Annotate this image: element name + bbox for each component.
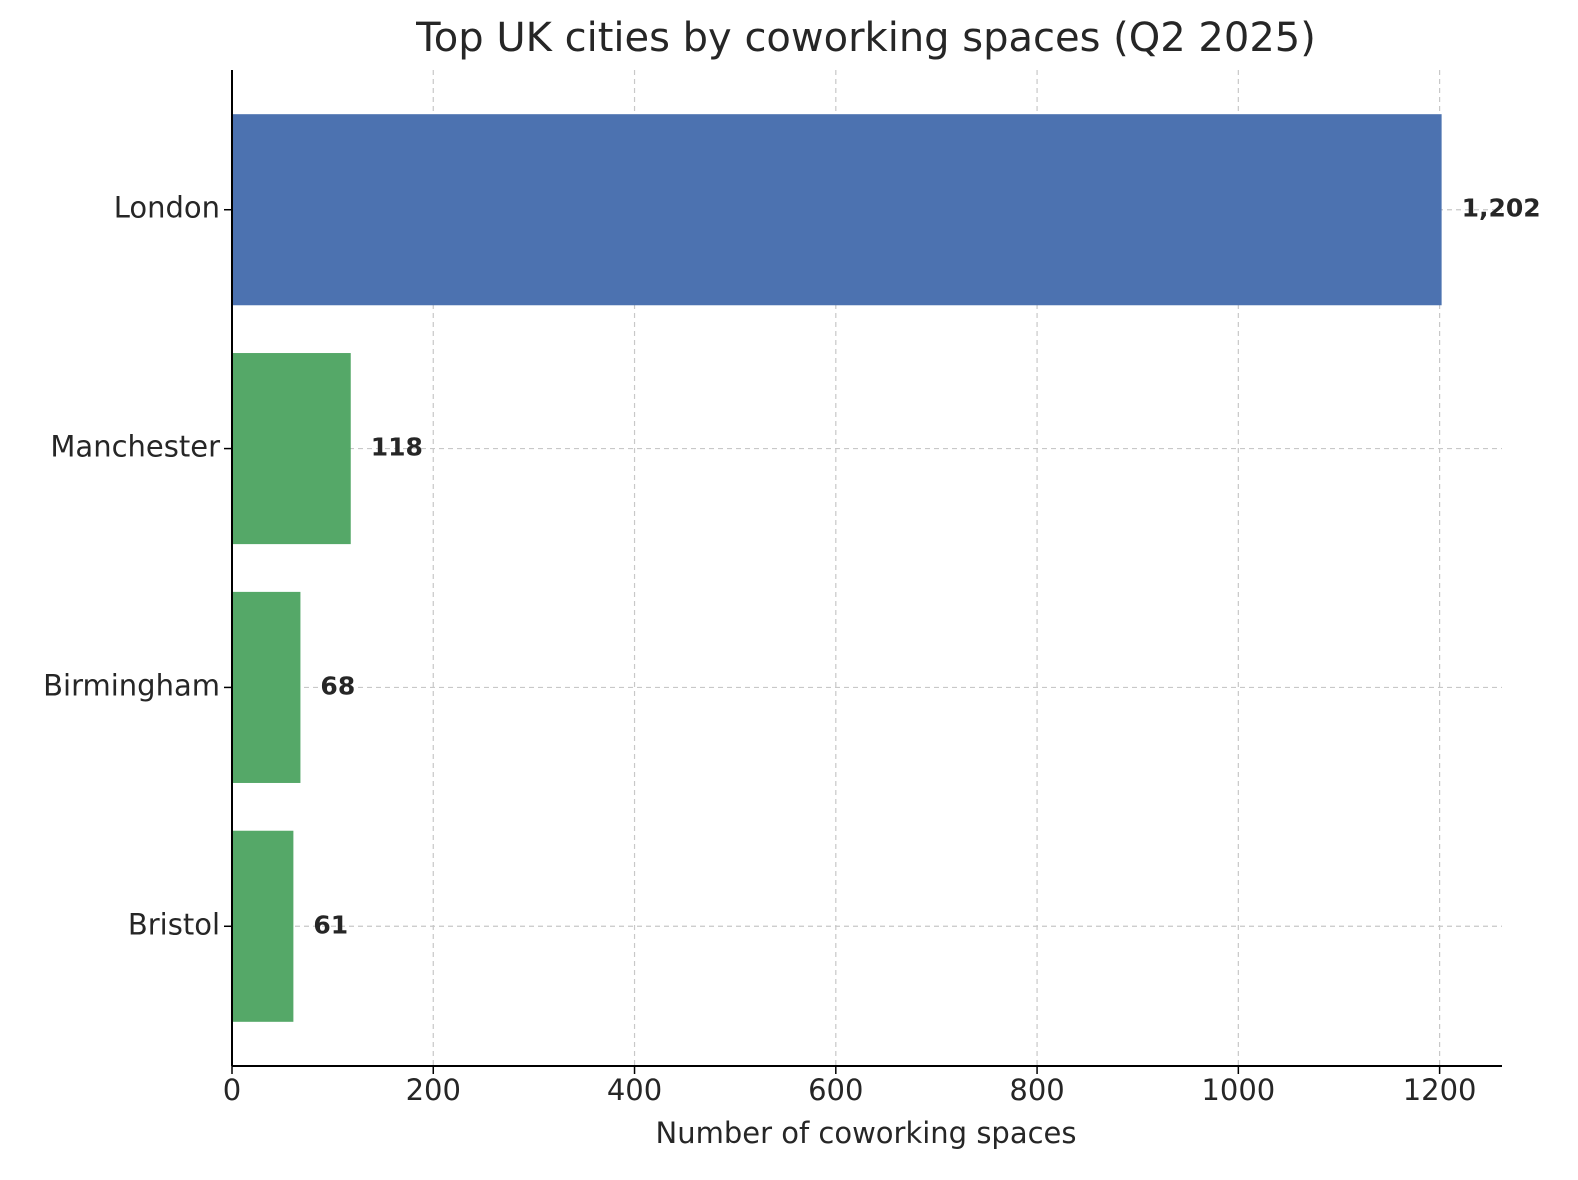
x-tick-label: 600	[808, 1073, 863, 1107]
value-label: 1,202	[1462, 194, 1541, 223]
y-tick-label: London	[114, 191, 220, 225]
x-tick-label: 200	[406, 1073, 461, 1107]
x-tick-label: 1200	[1403, 1073, 1477, 1107]
bar	[232, 591, 301, 783]
x-axis-label: Number of coworking spaces	[656, 1116, 1077, 1150]
y-tick-label: Manchester	[50, 430, 220, 464]
chart-title: Top UK cities by coworking spaces (Q2 20…	[415, 15, 1316, 61]
value-label: 61	[313, 910, 348, 939]
bar	[232, 830, 294, 1022]
y-tick-label: Birmingham	[43, 668, 220, 702]
bar	[232, 353, 351, 545]
value-label: 68	[320, 671, 355, 700]
y-tick-label: Bristol	[128, 907, 220, 941]
x-tick-label: 400	[607, 1073, 662, 1107]
x-tick-label: 1000	[1201, 1073, 1275, 1107]
value-label: 118	[371, 433, 423, 462]
x-tick-label: 0	[223, 1073, 241, 1107]
bar	[232, 114, 1442, 306]
x-tick-label: 800	[1009, 1073, 1064, 1107]
